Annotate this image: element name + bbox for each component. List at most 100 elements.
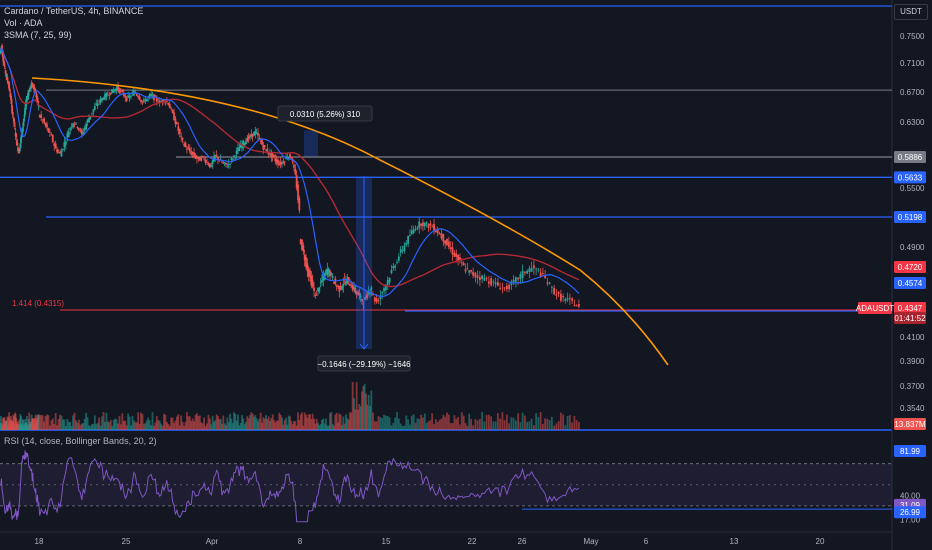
candle-body (305, 257, 307, 267)
price-tick-label: 0.3700 (900, 382, 925, 391)
candle-body (214, 154, 217, 158)
candle-body (550, 287, 553, 288)
candle-body (70, 126, 73, 128)
volume-bar (109, 420, 112, 430)
candle-body (388, 277, 391, 283)
candle-body (318, 287, 321, 292)
volume-bar (325, 418, 327, 430)
volume-bar (472, 425, 475, 430)
rsi-tick-label: 40.00 (900, 491, 921, 500)
candle-body (54, 143, 57, 149)
candle-body (530, 267, 533, 272)
volume-bar (510, 417, 513, 430)
candle-body (231, 159, 234, 161)
candle-body (541, 273, 544, 274)
candle-body (239, 143, 242, 148)
candle-body (21, 127, 24, 133)
volume-bar (394, 417, 397, 430)
volume-bar (63, 419, 66, 430)
volume-bar (178, 425, 181, 430)
candle-body (180, 135, 183, 137)
volume-bar (434, 419, 437, 430)
candle-body (33, 87, 36, 89)
volume-bar (517, 413, 520, 430)
candle-body (412, 229, 415, 233)
candle-body (250, 134, 253, 136)
candle-body (373, 297, 376, 302)
candle-body (223, 162, 226, 164)
volume-bar (1, 418, 4, 430)
candle-body (265, 149, 267, 151)
candle-body (494, 282, 497, 285)
volume-bar (377, 415, 380, 430)
volume-bar (363, 383, 366, 430)
candle-body (403, 245, 406, 252)
volume-bar (158, 420, 161, 430)
candle-body (46, 124, 48, 128)
volume-bar (187, 416, 190, 430)
candle-body (416, 227, 419, 229)
candle-body (208, 163, 211, 168)
volume-bar (201, 423, 204, 430)
volume-bar (168, 425, 171, 430)
candle-body (354, 287, 357, 293)
last-price-label-bg (894, 302, 926, 314)
candle-body (358, 292, 361, 296)
candle-body (309, 270, 311, 278)
volume-bar (390, 425, 393, 430)
volume-bar (271, 414, 274, 430)
candle-body (341, 286, 343, 290)
price-axis: 0.7500 0.7100 0.6700 0.6300 0.5500 0.4900 0.41… (900, 32, 925, 525)
volume-bar (134, 422, 137, 430)
volume-bar (444, 416, 447, 430)
volume-bar (37, 414, 40, 430)
candle-body (249, 134, 251, 138)
candle-body (330, 273, 333, 275)
volume-bar (399, 423, 402, 430)
candle-body (277, 160, 279, 165)
volume-bar (492, 421, 495, 430)
volume-bar (214, 420, 217, 430)
volume-bar (188, 416, 191, 430)
sma25-price-label-bg (894, 277, 926, 289)
candle-body (283, 161, 286, 163)
time-tick-label: 18 (35, 537, 44, 546)
candle-body (246, 138, 249, 142)
volume-bar (257, 421, 259, 430)
candle-body (114, 88, 117, 92)
volume-bar (422, 417, 424, 430)
volume-bar (279, 414, 282, 430)
volume-bar (508, 423, 511, 430)
volume-bar (282, 424, 285, 430)
candle-body (201, 156, 204, 157)
time-tick-label: 20 (816, 537, 825, 546)
volume-bar (392, 422, 395, 430)
volume-bar (8, 412, 11, 430)
volume-bar (496, 413, 499, 430)
volume-bar (333, 425, 335, 430)
volume-bar (544, 418, 547, 430)
candle-body (571, 298, 574, 301)
candle-body (173, 112, 175, 121)
candle-body (375, 298, 378, 303)
candle-body (130, 95, 132, 97)
volume-bar (215, 414, 218, 430)
volume-bar (83, 418, 86, 430)
candle-body (287, 157, 290, 159)
volume-bar (204, 425, 207, 430)
volume-bar (521, 412, 524, 430)
candle-body (20, 137, 22, 144)
candle-body (140, 99, 142, 102)
volume-bar (48, 425, 51, 430)
volume-bar (64, 425, 67, 430)
candle-body (337, 285, 339, 287)
volume-bars (0, 382, 580, 430)
candle-body (414, 229, 417, 231)
currency-button[interactable]: USDT (894, 4, 928, 20)
candle-body (453, 252, 456, 257)
volume-bar (165, 421, 168, 430)
volume-bar (221, 423, 223, 430)
candle-body (399, 249, 402, 253)
volume-bar (231, 423, 234, 430)
